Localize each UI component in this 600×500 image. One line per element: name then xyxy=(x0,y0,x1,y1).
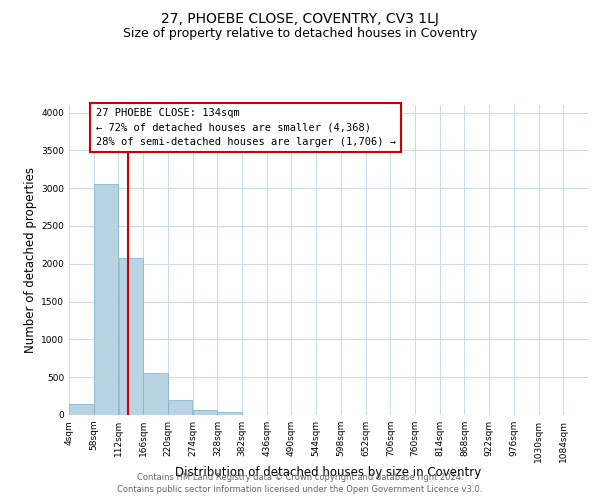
X-axis label: Distribution of detached houses by size in Coventry: Distribution of detached houses by size … xyxy=(175,466,482,479)
Bar xyxy=(217,412,242,415)
Y-axis label: Number of detached properties: Number of detached properties xyxy=(24,167,37,353)
Bar xyxy=(168,400,193,415)
Bar xyxy=(193,410,217,415)
Text: Size of property relative to detached houses in Coventry: Size of property relative to detached ho… xyxy=(123,28,477,40)
Bar xyxy=(94,184,118,415)
Text: Contains public sector information licensed under the Open Government Licence v3: Contains public sector information licen… xyxy=(118,485,482,494)
Bar xyxy=(143,374,168,415)
Bar xyxy=(119,258,143,415)
Bar xyxy=(69,404,94,415)
Text: 27, PHOEBE CLOSE, COVENTRY, CV3 1LJ: 27, PHOEBE CLOSE, COVENTRY, CV3 1LJ xyxy=(161,12,439,26)
Text: 27 PHOEBE CLOSE: 134sqm
← 72% of detached houses are smaller (4,368)
28% of semi: 27 PHOEBE CLOSE: 134sqm ← 72% of detache… xyxy=(95,108,395,147)
Text: Contains HM Land Registry data © Crown copyright and database right 2024.: Contains HM Land Registry data © Crown c… xyxy=(137,472,463,482)
